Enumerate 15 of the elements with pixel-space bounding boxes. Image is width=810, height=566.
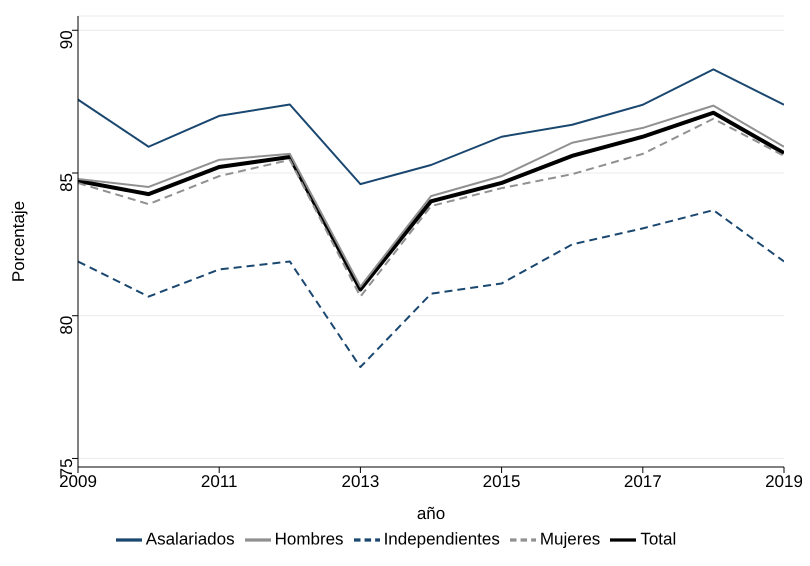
y-tick-label: 85: [57, 172, 76, 192]
legend-label: Mujeres: [540, 529, 600, 548]
y-axis-title: Porcentaje: [9, 200, 28, 282]
x-tick-label: 2013: [341, 472, 380, 492]
x-tick-label: 2015: [482, 472, 521, 492]
legend-label: Asalariados: [146, 529, 235, 548]
x-tick-label: 2019: [765, 472, 803, 492]
y-tick-label: 90: [57, 30, 76, 50]
legend-label: Total: [640, 529, 676, 548]
legend-label: Independientes: [384, 529, 500, 548]
legend-label: Hombres: [274, 529, 344, 548]
x-axis-title: año: [416, 504, 446, 523]
x-tick-label: 2017: [624, 472, 662, 492]
y-tick-label: 80: [57, 316, 76, 335]
x-tick-label: 2011: [200, 472, 238, 492]
